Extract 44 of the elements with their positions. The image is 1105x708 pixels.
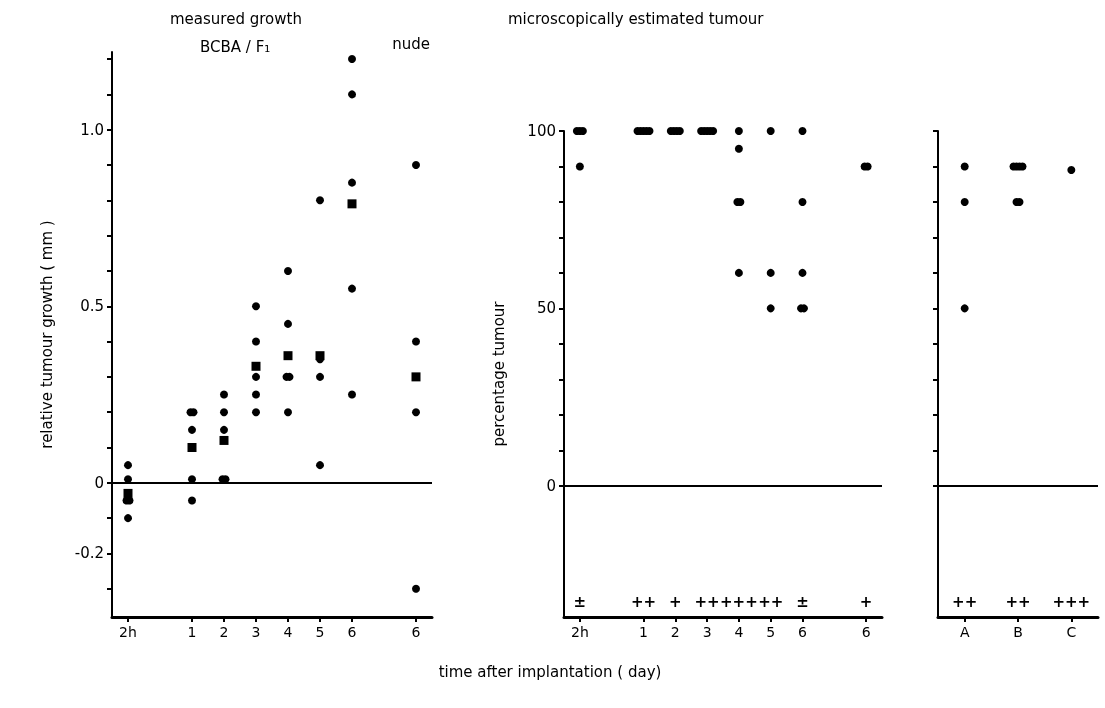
y-tick-label: 0 [546, 476, 556, 495]
x-tick-label: 4 [734, 624, 744, 640]
x-tick-label: 6 [347, 624, 357, 640]
annotation: +++ [720, 592, 758, 611]
x-tick-label: A [959, 624, 970, 640]
annotation: +++ [1052, 592, 1091, 611]
annotation: ++ [952, 592, 978, 611]
annotation: ++ [1005, 592, 1031, 611]
x-tick-label: 2h [571, 624, 589, 640]
y-tick-label: 50 [536, 299, 556, 318]
y-tick-label: 1.0 [80, 120, 104, 139]
x-tick-label: 5 [315, 624, 325, 640]
x-tick-label: 4 [283, 624, 293, 640]
annotation: ± [573, 592, 587, 611]
annotation: ++ [694, 592, 720, 611]
annotation: + [669, 592, 682, 611]
annotation: nude [392, 34, 430, 53]
x-tick-label: 1 [639, 624, 648, 640]
x-tick-label: 2h [119, 624, 137, 640]
y-tick-label: -0.2 [74, 544, 104, 563]
x-tick-label: 6 [798, 624, 808, 640]
annotation: ++ [630, 592, 657, 611]
annotation: + [859, 592, 873, 611]
x-tick-label: 6 [411, 624, 421, 640]
x-tick-label: 1 [187, 624, 197, 640]
y-axis-title: relative tumour growth ( mm ) [37, 220, 56, 449]
y-tick-label: 0 [94, 473, 104, 492]
x-tick-label: C [1066, 624, 1077, 640]
x-tick-label: 3 [251, 624, 261, 640]
x-tick-label: 6 [861, 624, 871, 640]
chart-title: measured growth [170, 9, 302, 28]
annotation: ± [796, 592, 809, 611]
x-tick-label: 2 [670, 624, 680, 640]
x-tick-label: B [1013, 624, 1023, 640]
x-tick-label: 5 [766, 624, 776, 640]
y-tick-label: 100 [527, 122, 556, 140]
y-axis-title: percentage tumour [489, 300, 508, 447]
chart-title: microscopically estimated tumour [508, 9, 765, 28]
x-tick-label: 2 [219, 624, 229, 640]
x-tick-label: 3 [702, 624, 712, 640]
chart-subtitle: BCBA / F₁ [200, 37, 271, 56]
y-tick-label: 0.5 [80, 297, 104, 316]
annotation: ++ [758, 592, 784, 611]
x-axis-title: time after implantation ( day) [438, 663, 662, 681]
